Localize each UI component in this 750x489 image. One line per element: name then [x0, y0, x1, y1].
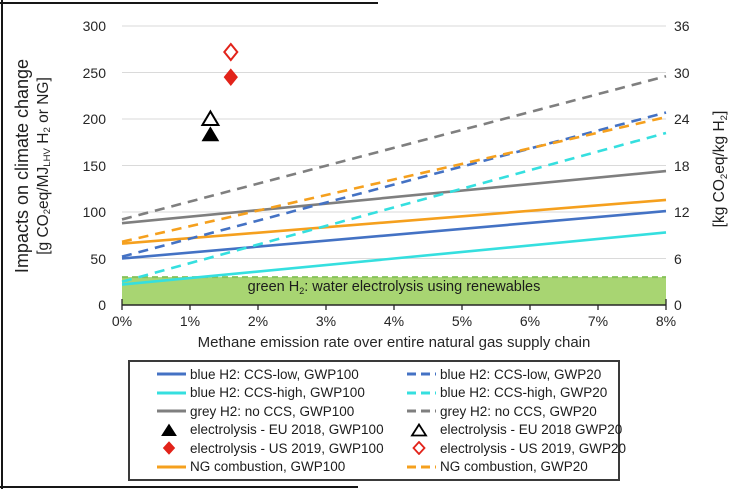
legend-label: blue H2: CCS-high, GWP100 — [190, 385, 365, 401]
x-tick-label: 0% — [111, 313, 133, 329]
x-axis-title: Methane emission rate over entire natura… — [197, 334, 591, 351]
legend-item: blue H2: CCS-low, GWP20 — [406, 365, 626, 383]
legend-item: electrolysis - US 2019, GWP100 — [156, 439, 406, 457]
legend-label: blue H2: CCS-low, GWP100 — [190, 366, 359, 382]
legend-item: grey H2: no CCS, GWP100 — [156, 402, 406, 420]
border-artifact-bottom — [0, 486, 358, 488]
border-artifact-top — [0, 2, 378, 4]
legend-swatch-dash — [406, 367, 438, 381]
green-band — [122, 277, 666, 305]
legend-item: NG combustion, GWP20 — [406, 458, 626, 476]
y-right-tick-label: 0 — [674, 297, 682, 313]
x-tick-label: 2% — [247, 313, 269, 329]
green-band-label: green H2: water electrolysis using renew… — [247, 279, 541, 296]
y-right-tick-label: 12 — [674, 204, 690, 220]
series-line — [121, 169, 667, 225]
legend-label: electrolysis - US 2019, GWP100 — [190, 440, 384, 456]
legend-item: blue H2: CCS-high, GWP100 — [156, 384, 406, 402]
legend-label: NG combustion, GWP100 — [190, 459, 346, 475]
data-marker — [200, 109, 221, 126]
y-axis-left-unit: [g CO2eq/MJLHV H2 or NG] — [34, 77, 54, 255]
y-left-tick-label: 50 — [90, 250, 106, 267]
legend-item: blue H2: CCS-low, GWP100 — [156, 365, 406, 383]
series-line — [121, 74, 667, 221]
x-tick-label: 3% — [315, 313, 337, 329]
border-artifact-left — [1, 0, 3, 489]
legend-swatch-line — [156, 404, 188, 418]
data-marker — [223, 42, 239, 62]
data-marker — [223, 68, 238, 86]
x-tick-label: 6% — [519, 313, 541, 329]
plot-canvas — [121, 25, 667, 310]
legend-item: electrolysis - US 2019, GWP20 — [406, 439, 626, 457]
series-line — [121, 115, 667, 244]
y-left-tick-label: 100 — [82, 204, 106, 220]
y-left-tick-label: 300 — [82, 18, 106, 34]
y-right-tick-label: 36 — [674, 18, 690, 34]
series-line — [121, 209, 667, 260]
x-tick-label: 1% — [179, 313, 201, 329]
y-axis-left-title-text: Impacts on climate change — [12, 58, 32, 274]
legend-swatch-dash — [406, 404, 438, 418]
series-line — [121, 198, 667, 245]
y-right-tick-label: 24 — [674, 111, 690, 127]
legend-swatch-diamond-filled — [156, 441, 188, 455]
legend-swatch-line — [156, 460, 188, 474]
legend-swatch-diamond-open — [406, 441, 438, 456]
legend-label: blue H2: CCS-low, GWP20 — [440, 366, 602, 382]
x-tick-label: 7% — [587, 313, 609, 329]
legend-label: blue H2: CCS-high, GWP20 — [440, 385, 608, 401]
legend-item: electrolysis - EU 2018, GWP100 — [156, 421, 406, 439]
chart-area: Impacts on climate change [g CO2eq/MJLHV… — [12, 18, 730, 351]
x-tick-label: 5% — [451, 313, 473, 329]
y-left-tick-label: 200 — [82, 111, 106, 127]
legend-label: electrolysis - US 2019, GWP20 — [440, 440, 627, 456]
series-line — [121, 231, 667, 286]
y-right-tick-label: 18 — [674, 157, 690, 174]
legend-swatch-dash — [406, 460, 438, 474]
y-left-tick-label: 150 — [82, 157, 106, 174]
legend-swatch-triangle-open — [406, 422, 438, 437]
legend-label: grey H2: no CCS, GWP100 — [190, 403, 355, 419]
legend-item: blue H2: CCS-high, GWP20 — [406, 384, 626, 402]
series-line — [121, 111, 667, 258]
series-line — [121, 131, 667, 284]
y-right-tick-label: 30 — [674, 64, 690, 81]
legend-item: grey H2: no CCS, GWP20 — [406, 402, 626, 420]
x-tick-label: 8% — [655, 313, 677, 329]
legend-label: grey H2: no CCS, GWP20 — [440, 403, 597, 419]
legend-swatch-triangle-filled — [156, 423, 188, 437]
y-left-tick-label: 250 — [82, 64, 106, 81]
legend-label: electrolysis - EU 2018, GWP100 — [190, 422, 384, 438]
x-tick-label: 4% — [383, 313, 405, 329]
legend-item: NG combustion, GWP100 — [156, 458, 406, 476]
legend-swatch-line — [156, 367, 188, 381]
legend-item: electrolysis - EU 2018 GWP20 — [406, 421, 626, 439]
y-right-tick-label: 6 — [674, 250, 682, 267]
data-marker — [201, 126, 220, 142]
legend-label: NG combustion, GWP20 — [440, 459, 588, 475]
legend-label: electrolysis - EU 2018 GWP20 — [440, 422, 623, 438]
legend-swatch-dash — [406, 386, 438, 400]
legend-swatch-line — [156, 386, 188, 400]
y-left-tick-label: 0 — [98, 297, 106, 313]
legend-box: blue H2: CCS-low, GWP100 blue H2: CCS-low… — [128, 360, 626, 481]
y-axis-right-unit: [kg CO2eq/kg H2] — [711, 110, 730, 228]
